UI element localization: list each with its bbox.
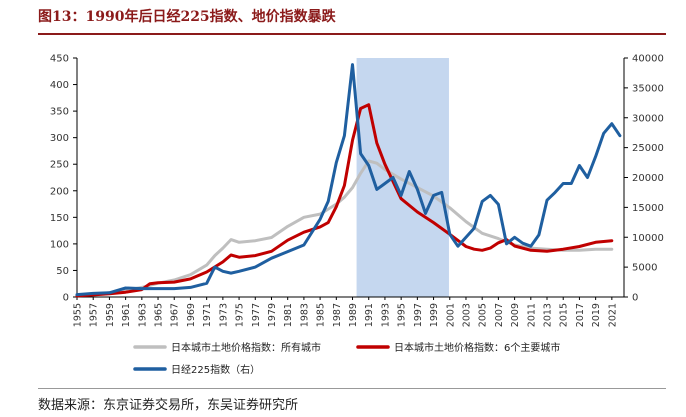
legend-nikkei: 日经225指数（右） [133,363,260,376]
chart-canvas: 0 50 100 150 200 250 300 350 400 450 0 5000 10000 15… [50,54,664,377]
x-tick-label: 1987 [332,303,343,327]
left-tick-label: 400 [50,80,69,91]
x-tick-label: 2001 [445,303,456,327]
left-tick-label: 150 [50,213,69,224]
x-tick-label: 1971 [202,303,213,327]
x-tick-label: 2007 [494,303,505,327]
left-tick-label: 350 [50,107,69,118]
x-tick-label: 1981 [283,303,294,327]
right-tick-label: 10000 [632,233,664,244]
x-tick-label: 1955 [73,303,84,327]
right-tick-label: 40000 [632,54,664,65]
right-tick-label: 25000 [632,143,664,154]
x-tick-label: 1963 [137,303,148,327]
legend-nikkei-label: 日经225指数（右） [171,363,260,376]
x-tick-label: 1969 [186,303,197,327]
legend-all-cities: 日本城市土地价格指数：所有城市 [133,341,321,354]
left-tick-label: 50 [56,266,69,277]
legend-six-cities-label: 日本城市土地价格指数：6个主要城市 [394,341,560,354]
x-tick-label: 2011 [526,303,537,327]
x-tick-label: 1975 [235,303,246,327]
left-tick-label: 100 [50,239,69,250]
series-line-nikkei [75,63,622,297]
x-tick-label: 1995 [397,303,408,327]
x-tick-label: 1989 [348,303,359,327]
x-tick-label: 2017 [575,303,586,327]
x-tick-label: 1997 [413,303,424,327]
x-tick-label: 2013 [543,303,554,327]
x-tick-label: 2021 [607,303,618,327]
right-tick-label: 30000 [632,113,664,124]
title-underline [38,33,666,35]
x-tick-label: 2005 [478,303,489,327]
right-tick-label: 0 [632,293,638,304]
legend-all-cities-label: 日本城市土地价格指数：所有城市 [171,341,321,354]
x-tick-label: 2015 [559,303,570,327]
x-tick-label: 2019 [591,303,602,327]
x-tick-label: 1961 [121,303,132,327]
source-note: 数据来源：东京证券交易所，东吴证券研究所 [38,398,299,413]
x-tick-label: 2009 [510,303,521,327]
chart-title: 图13：1990年后日经225指数、地价指数暴跌 [38,9,336,25]
left-tick-label: 250 [50,160,69,171]
left-tick-label: 200 [50,186,69,197]
x-tick-label: 1979 [267,303,278,327]
left-tick-label: 450 [50,54,69,65]
left-tick-label: 300 [50,133,69,144]
x-tick-label: 1993 [380,303,391,327]
x-tick-label: 1977 [251,303,262,327]
x-tick-label: 1991 [364,303,375,327]
legend-six-cities: 日本城市土地价格指数：6个主要城市 [356,341,560,354]
x-tick-label: 1985 [316,303,327,327]
x-tick-label: 1959 [105,303,116,327]
right-tick-label: 20000 [632,173,664,184]
right-tick-label: 5000 [632,263,657,274]
x-tick-label: 1965 [154,303,165,327]
x-tick-label: 1957 [89,303,100,327]
right-tick-label: 15000 [632,203,664,214]
crash-period-highlight [356,58,449,297]
x-tick-label: 1983 [299,303,310,327]
x-tick-label: 1973 [218,303,229,327]
x-tick-label: 1999 [429,303,440,327]
left-tick-label: 0 [63,293,69,304]
x-tick-label: 2003 [461,303,472,327]
x-tick-label: 1967 [170,303,181,327]
footer-rule [38,388,666,389]
right-tick-label: 35000 [632,83,664,94]
